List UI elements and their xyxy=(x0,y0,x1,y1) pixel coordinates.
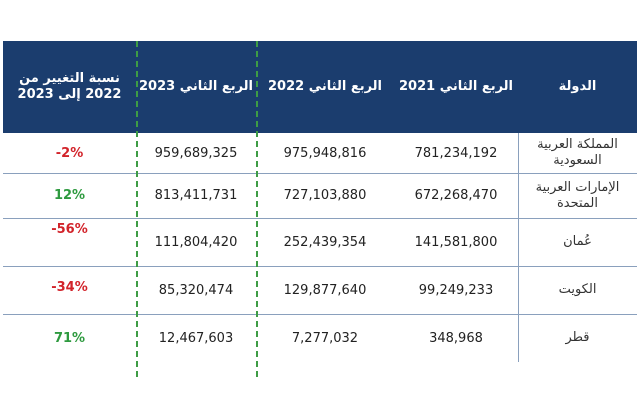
country-cell: عُمان xyxy=(563,234,592,249)
column-divider xyxy=(518,133,519,362)
table-row: 12% 813,411,731 727,103,880 672,268,470 … xyxy=(3,173,637,219)
column-divider xyxy=(256,41,258,377)
q2-2023-cell: 813,411,731 xyxy=(154,188,238,203)
header-change: نسبة التغيير من 2022 إلى 2023 xyxy=(17,71,122,102)
column-divider xyxy=(136,41,138,377)
q2-2021-cell: 99,249,233 xyxy=(418,282,494,298)
q2-2021-cell: 141,581,800 xyxy=(414,234,498,250)
q2-2023-cell: 959,689,325 xyxy=(154,145,238,161)
table-row: -2% 959,689,325 975,948,816 781,234,192 … xyxy=(3,133,637,174)
header-q2-2022: الربع الثاني 2022 xyxy=(268,79,382,94)
q2-2022-cell: 7,277,032 xyxy=(291,330,359,346)
header-q2-2021: الربع الثاني 2021 xyxy=(399,79,513,94)
q2-2021-cell: 348,968 xyxy=(429,330,483,346)
q2-2022-cell: 727,103,880 xyxy=(283,188,367,203)
table-header: نسبة التغيير من 2022 إلى 2023 الربع الثا… xyxy=(3,41,637,133)
q2-2022-cell: 252,439,354 xyxy=(283,234,367,250)
country-cell: الكويت xyxy=(558,282,597,297)
change-cell: 12% xyxy=(53,188,86,203)
country-cell: قطر xyxy=(565,330,590,345)
table-row: -56% 111,804,420 252,439,354 141,581,800… xyxy=(3,218,637,267)
change-cell: -2% xyxy=(55,145,84,161)
q2-2022-cell: 975,948,816 xyxy=(283,145,367,161)
country-cell: المملكة العربية السعودية xyxy=(537,137,618,168)
table-row: 71% 12,467,603 7,277,032 348,968 قطر xyxy=(3,314,637,362)
change-cell: -56% xyxy=(51,222,88,237)
change-cell: 71% xyxy=(53,330,86,346)
q2-2021-cell: 672,268,470 xyxy=(414,188,498,203)
q2-2022-cell: 129,877,640 xyxy=(283,282,367,298)
header-q2-2023: الربع الثاني 2023 xyxy=(139,79,253,94)
q2-2023-cell: 111,804,420 xyxy=(154,234,238,250)
country-cell: الإمارات العربية المتحدة xyxy=(535,179,620,211)
change-cell: -34% xyxy=(51,280,88,295)
header-country: الدولة xyxy=(558,79,597,94)
q2-2023-cell: 12,467,603 xyxy=(158,330,234,346)
table-row: -34% 85,320,474 129,877,640 99,249,233 ا… xyxy=(3,266,637,315)
q2-2021-cell: 781,234,192 xyxy=(414,145,498,161)
q2-2023-cell: 85,320,474 xyxy=(158,282,234,298)
